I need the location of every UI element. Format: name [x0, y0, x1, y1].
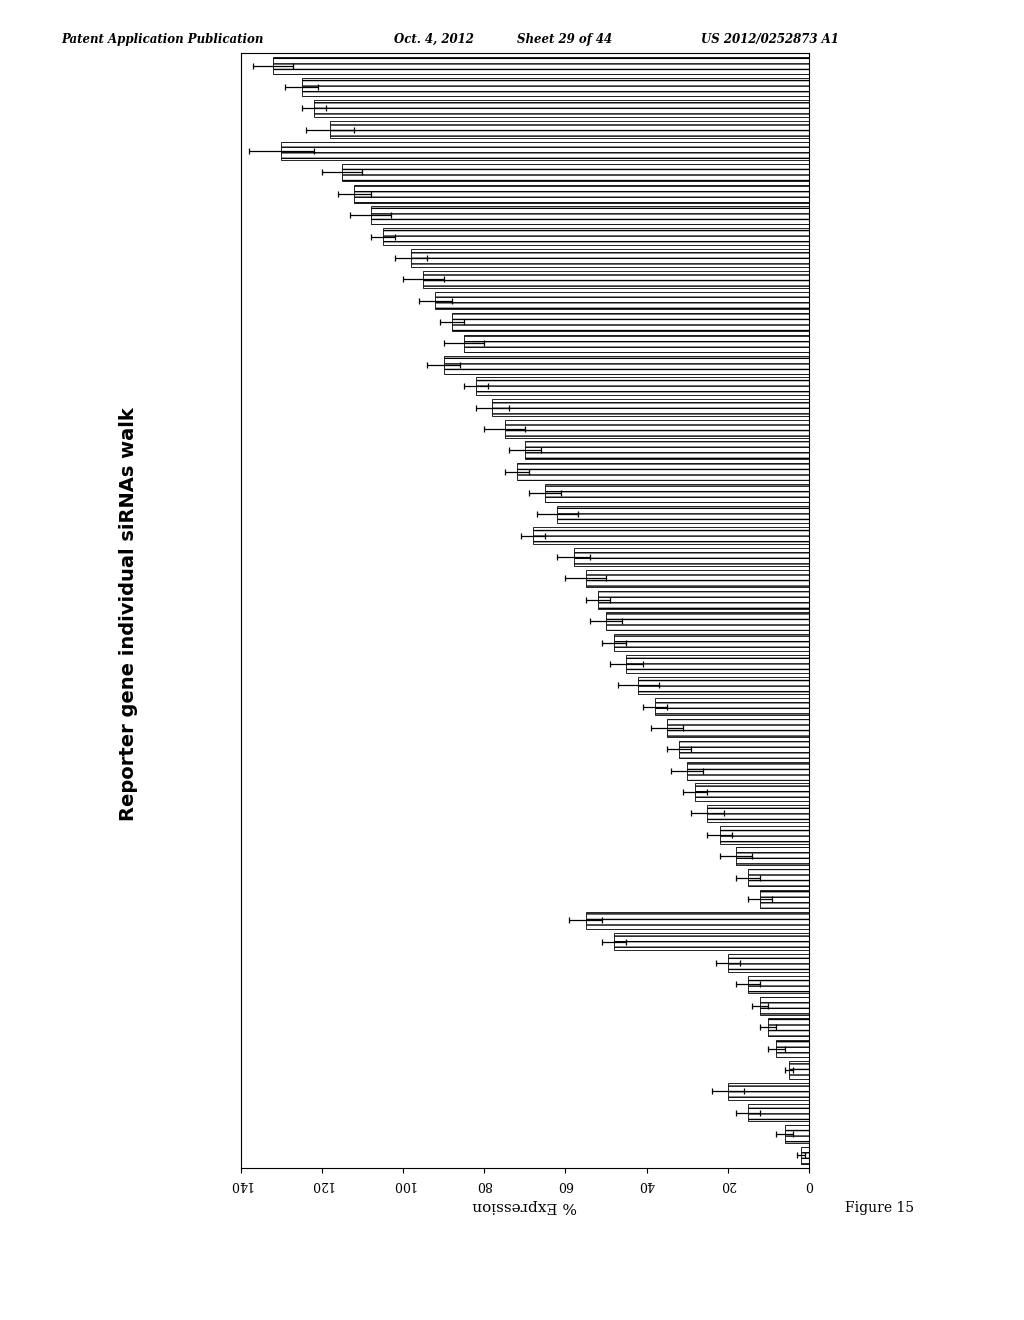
X-axis label: % Expression: % Expression	[472, 1200, 578, 1213]
Bar	[639, 677, 809, 694]
Bar	[749, 1104, 809, 1122]
Bar	[708, 805, 809, 822]
Bar	[801, 1147, 809, 1164]
Bar	[679, 741, 809, 758]
Bar	[435, 292, 809, 309]
Bar	[720, 826, 809, 843]
Bar	[627, 655, 809, 673]
Bar	[586, 912, 809, 929]
Bar	[667, 719, 809, 737]
Bar	[545, 484, 809, 502]
Bar	[493, 399, 809, 416]
Bar	[354, 185, 809, 202]
Bar	[598, 591, 809, 609]
Bar	[505, 420, 809, 438]
Bar	[788, 1061, 809, 1078]
Bar	[695, 783, 809, 801]
Bar	[557, 506, 809, 523]
Bar	[586, 570, 809, 587]
Text: Oct. 4, 2012: Oct. 4, 2012	[394, 33, 474, 46]
Bar	[371, 206, 809, 224]
Bar	[517, 463, 809, 480]
Bar	[464, 335, 809, 352]
Bar	[768, 1019, 809, 1036]
Bar	[573, 548, 809, 566]
Bar	[687, 762, 809, 780]
Bar	[313, 99, 809, 117]
Bar	[443, 356, 809, 374]
Bar	[614, 634, 809, 651]
Text: Patent Application Publication: Patent Application Publication	[61, 33, 264, 46]
Bar	[282, 143, 809, 160]
Bar	[606, 612, 809, 630]
Bar	[776, 1040, 809, 1057]
Bar	[728, 1082, 809, 1100]
Text: Sheet 29 of 44: Sheet 29 of 44	[517, 33, 612, 46]
Bar	[301, 78, 809, 96]
Bar	[654, 698, 809, 715]
Text: Figure 15: Figure 15	[845, 1201, 914, 1214]
Bar	[330, 121, 809, 139]
Bar	[614, 933, 809, 950]
Bar	[532, 527, 809, 544]
Bar	[412, 249, 809, 267]
Bar	[423, 271, 809, 288]
Bar	[476, 378, 809, 395]
Text: US 2012/0252873 A1: US 2012/0252873 A1	[701, 33, 840, 46]
Bar	[749, 869, 809, 886]
Bar	[749, 975, 809, 993]
Bar	[273, 57, 809, 74]
Bar	[728, 954, 809, 972]
Bar	[760, 890, 809, 908]
Bar	[736, 847, 809, 865]
Bar	[452, 313, 809, 331]
Bar	[760, 997, 809, 1015]
Text: Reporter gene individual siRNAs walk: Reporter gene individual siRNAs walk	[119, 407, 137, 821]
Bar	[383, 228, 809, 246]
Bar	[524, 441, 809, 459]
Bar	[342, 164, 809, 181]
Bar	[784, 1125, 809, 1143]
